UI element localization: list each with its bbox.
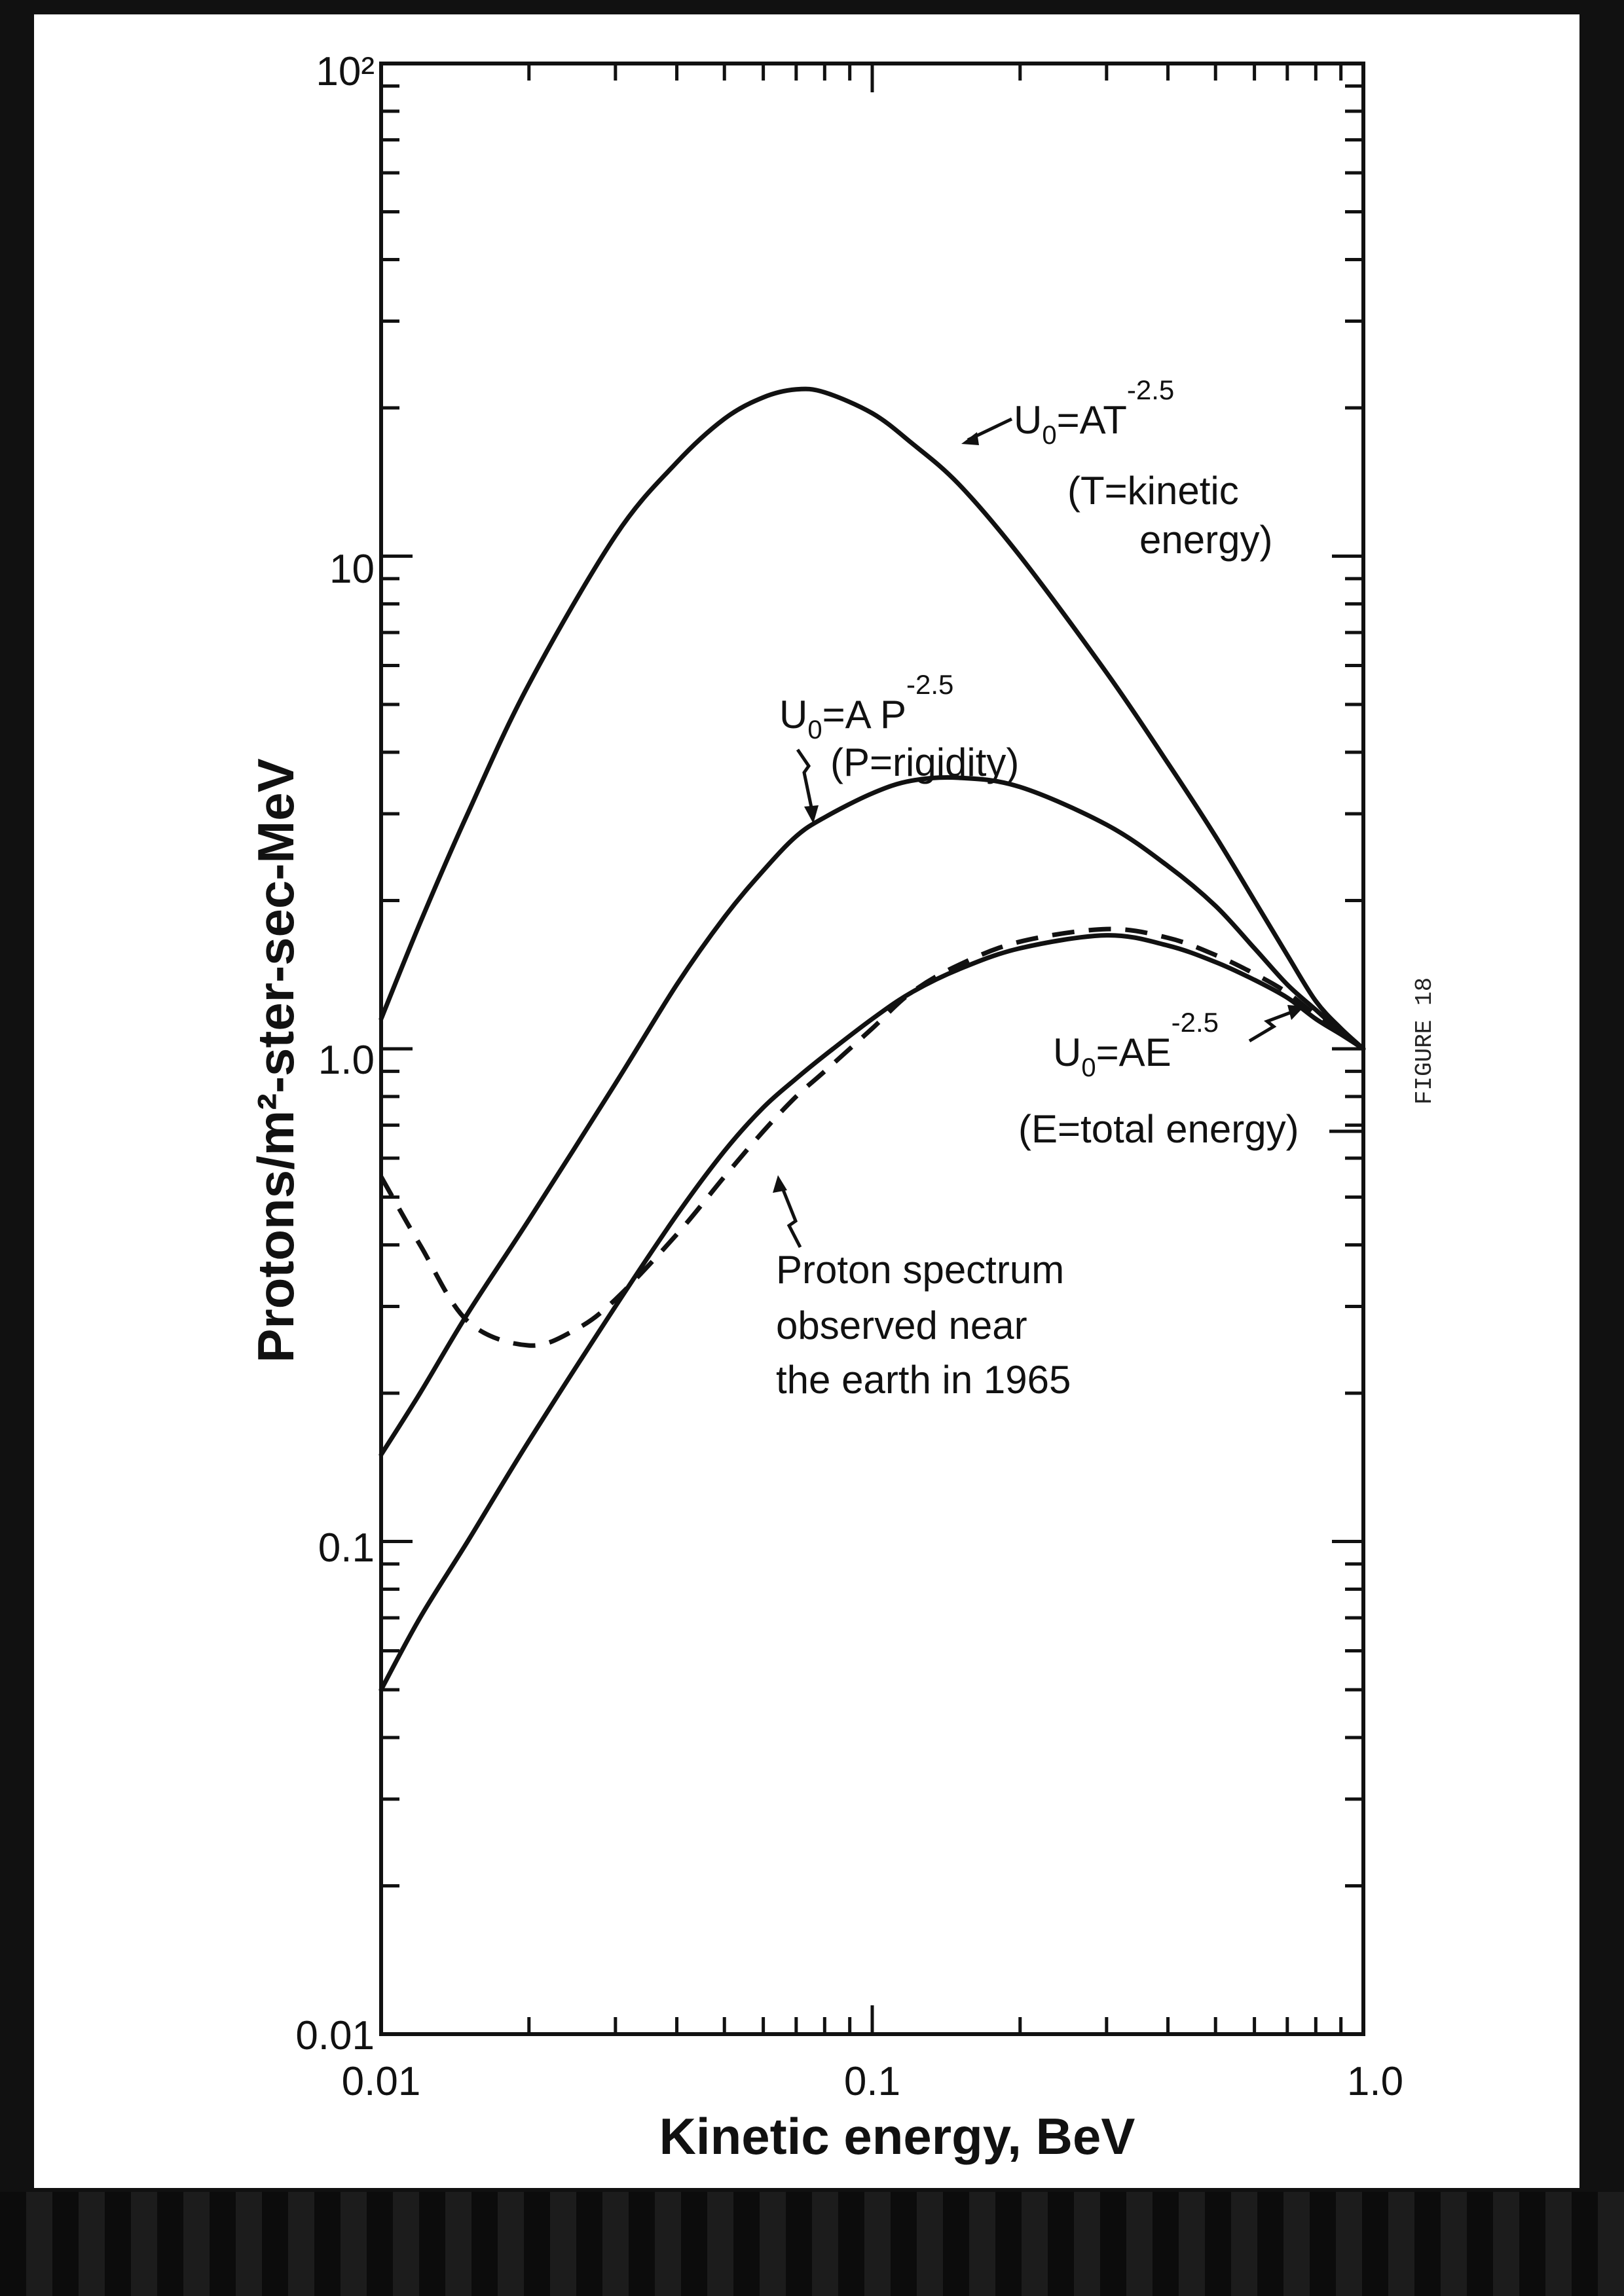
- annotation-at-rest: =AT: [1057, 398, 1127, 442]
- annotation-at-line2: (T=kinetic: [1067, 469, 1239, 513]
- series-line-ae: [378, 933, 1366, 1692]
- annotation-ap: U0=A P-2.5 (P=rigidity): [779, 669, 1019, 824]
- y-tick-label-100: 10²: [316, 49, 375, 94]
- annotation-observed-arrow: [781, 1188, 802, 1248]
- annotation-ap-arrowhead: [804, 805, 819, 824]
- x-axis-title: Kinetic energy, BeV: [659, 2107, 1135, 2165]
- paper-page: [34, 14, 1579, 2188]
- svg-text:U0=A P-2.5: U0=A P-2.5: [779, 669, 953, 744]
- plot-frame: [379, 62, 1365, 2036]
- annotation-ap-arrow: [796, 748, 814, 811]
- annotation-ae-arrowhead: [1287, 1005, 1304, 1020]
- y-axis-title: Protons/m²-ster-sec-MeV: [247, 758, 304, 1362]
- annotation-ae-exponent: -2.5: [1172, 1007, 1219, 1038]
- y-tick-label-0.01: 0.01: [295, 2013, 375, 2058]
- annotation-ae-line2: (E=total energy): [1018, 1107, 1299, 1151]
- annotation-at-arrowhead: [961, 432, 979, 445]
- y-tick-label-0.1: 0.1: [318, 1525, 375, 1571]
- annotation-observed-line1: Proton spectrum: [776, 1248, 1064, 1292]
- annotation-observed: Proton spectrum observed near the earth …: [773, 1175, 1071, 1402]
- annotation-at-u: U: [1014, 398, 1042, 442]
- x-tick-label-0.01: 0.01: [342, 2059, 421, 2104]
- series-line-ap: [378, 774, 1366, 1457]
- series-curves: [378, 386, 1366, 1692]
- annotation-ae-sub: 0: [1081, 1053, 1096, 1082]
- annotation-ae: U0=AE-2.5 (E=total energy): [1018, 1005, 1363, 1151]
- x-tick-label-1.0: 1.0: [1347, 2059, 1403, 2104]
- annotation-ae-rest: =AE: [1096, 1030, 1172, 1074]
- series-line-observed: [378, 926, 1365, 1348]
- series-line-at: [378, 386, 1366, 1051]
- y-tick-label-10: 10: [329, 547, 375, 592]
- annotation-ap-u: U: [779, 693, 807, 737]
- annotation-ap-exponent: -2.5: [906, 669, 953, 700]
- annotation-at-exponent: -2.5: [1127, 374, 1174, 405]
- annotation-ap-rest: =A P: [822, 693, 906, 737]
- svg-text:U0=AE-2.5: U0=AE-2.5: [1053, 1007, 1219, 1082]
- annotation-ae-u: U: [1053, 1030, 1081, 1074]
- annotation-observed-line3: the earth in 1965: [776, 1358, 1071, 1402]
- annotation-at-sub: 0: [1042, 421, 1056, 450]
- annotation-at: U0=AT-2.5 (T=kinetic energy): [961, 374, 1272, 562]
- annotation-ap-line2: (P=rigidity): [830, 740, 1019, 784]
- x-tick-label-0.1: 0.1: [844, 2059, 900, 2104]
- annotation-at-line3: energy): [1139, 518, 1272, 562]
- annotation-observed-line2: observed near: [776, 1303, 1027, 1347]
- annotation-observed-arrowhead: [773, 1175, 787, 1193]
- y-tick-label-1.0: 1.0: [318, 1038, 375, 1083]
- svg-text:U0=AT-2.5: U0=AT-2.5: [1014, 374, 1174, 450]
- annotation-ap-sub: 0: [807, 716, 822, 744]
- figure-label: FIGURE 18: [1411, 977, 1438, 1104]
- annotation-ae-arrow: [1248, 1010, 1294, 1043]
- axis-ticks: [379, 64, 1363, 2036]
- scanner-border: [0, 2192, 1624, 2296]
